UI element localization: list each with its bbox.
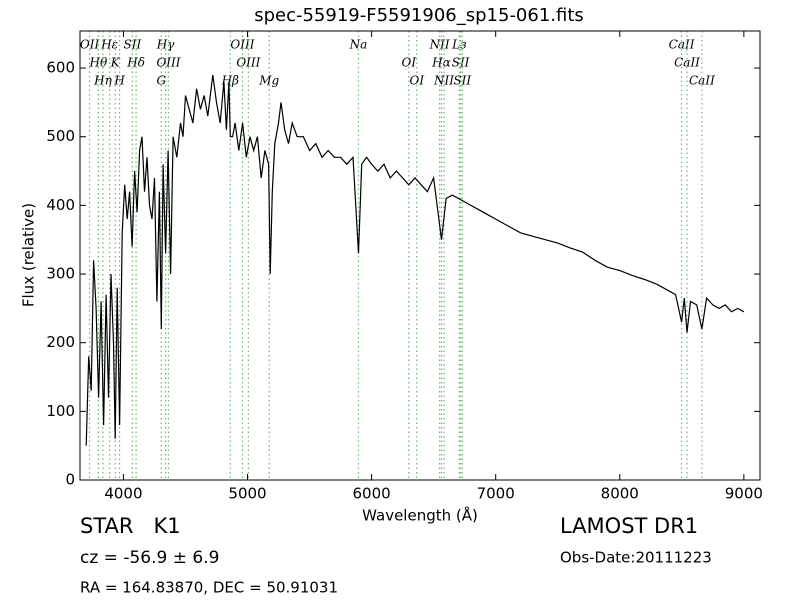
spectral-line-label: OII (80, 38, 100, 52)
x-tick-label: 9000 (725, 485, 763, 503)
annotation: cz = -56.9 ± 6.9 (80, 548, 219, 568)
spectral-line-label: SII (124, 38, 142, 52)
y-axis-label: Flux (relative) (20, 203, 38, 307)
x-tick-label: 6000 (353, 485, 391, 503)
y-tick-label: 600 (46, 59, 75, 77)
spectral-line-label: Hδ (126, 56, 145, 70)
x-tick-label: 5000 (228, 485, 266, 503)
x-axis-label: Wavelength (Å) (362, 506, 478, 525)
spectral-line-label: Na (349, 38, 368, 52)
spectral-line-label: OIII (230, 38, 254, 52)
spectral-line-label: Mg (258, 74, 279, 88)
spectral-line-label: K (110, 56, 121, 70)
spectral-line-label: CaII (669, 38, 695, 52)
y-tick-label: 500 (46, 127, 75, 145)
spectral-line-label: OIII (156, 56, 180, 70)
x-tick-label: 8000 (601, 485, 639, 503)
spectral-line-label: CaII (674, 56, 700, 70)
spectral-line-label: SII (453, 74, 471, 88)
spectral-line-label: Lз (451, 38, 467, 52)
annotation: RA = 164.83870, DEC = 50.91031 (80, 579, 338, 597)
spectral-line-label: SII (452, 56, 470, 70)
spectral-line-label: CaII (689, 74, 715, 88)
spectral-line-label: NII (429, 38, 450, 52)
spectral-line-label: Hε (100, 38, 118, 52)
spectral-line-label: G (156, 74, 166, 88)
plot-frame (79, 30, 761, 481)
chart-title: spec-55919-F5591906_sp15-061.fits (254, 5, 584, 26)
y-tick-label: 300 (46, 265, 75, 283)
y-tick-label: 400 (46, 196, 75, 214)
spectral-line-label: OIII (236, 56, 260, 70)
annotation: LAMOST DR1 (560, 514, 698, 538)
spectral-line-label: Hθ (89, 56, 108, 70)
spectrum-line (85, 74, 745, 446)
spectral-line-label: H (113, 74, 125, 88)
y-tick-label: 100 (46, 402, 75, 420)
x-tick-label: 7000 (477, 485, 515, 503)
annotation: STAR K1 (80, 514, 181, 538)
x-tick-label: 4000 (104, 485, 142, 503)
spectral-line-label: Hα (431, 56, 451, 70)
spectral-line-label: Hγ (156, 38, 175, 52)
spectral-line-label: Hβ (221, 74, 239, 88)
spectral-line-label: NII (433, 74, 454, 88)
spectral-line-label: OI (402, 56, 417, 70)
y-tick-label: 200 (46, 333, 75, 351)
spectral-line-label: OI (409, 74, 424, 88)
spectral-line-label: Hη (93, 74, 112, 88)
y-tick-label: 0 (65, 471, 75, 489)
annotation: Obs-Date:20111223 (560, 549, 712, 567)
